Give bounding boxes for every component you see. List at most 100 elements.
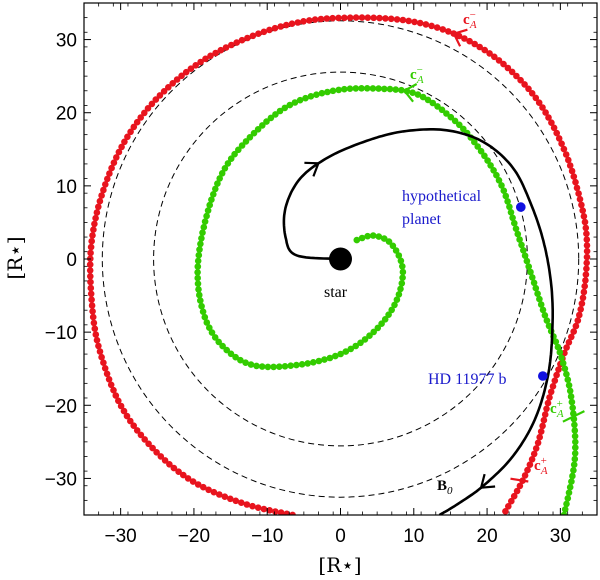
green-spiral-dot — [511, 219, 518, 227]
red-spiral-dot — [540, 416, 548, 424]
red-spiral-dot — [87, 290, 95, 298]
red-spiral-dot — [222, 44, 230, 51]
green-spiral-dot — [197, 240, 204, 248]
red-spiral-dot — [187, 65, 195, 72]
green-spiral-dot — [227, 350, 235, 358]
red-spiral-dot — [184, 475, 192, 482]
green-spiral-dot — [539, 306, 547, 314]
red-spiral-dot — [266, 507, 273, 514]
green-spiral-dot — [545, 322, 553, 330]
red-spiral-dot — [145, 440, 152, 448]
red-spiral-dot — [530, 450, 538, 458]
green-spiral-dot — [509, 214, 516, 222]
green-spiral-dot — [504, 198, 511, 205]
red-spiral-dot — [87, 273, 94, 280]
data-layer — [86, 14, 591, 515]
red-spiral-dot — [260, 28, 268, 36]
red-spiral-dot — [558, 140, 565, 147]
star-label: star — [324, 284, 348, 301]
red-spiral-dot — [576, 311, 583, 319]
red-spiral-dot — [141, 109, 148, 117]
green-spiral-dot — [393, 296, 401, 304]
red-spiral-dot — [570, 173, 578, 180]
red-spiral-dot — [553, 129, 560, 137]
red-spiral-dot — [169, 80, 176, 87]
red-spiral-dot — [88, 237, 95, 245]
annotation-layer: hypothetical planet HD 11977 b star B0 c… — [324, 9, 564, 497]
green-spiral-dot — [200, 223, 208, 231]
green-spiral-dot — [571, 421, 578, 429]
green-spiral-dot — [281, 363, 289, 370]
red-spiral-dot — [110, 386, 117, 394]
green-spiral-dot — [352, 85, 360, 92]
red-spiral-dot — [106, 170, 113, 177]
green-spiral-dot — [398, 280, 406, 287]
red-spiral-dot — [526, 461, 534, 469]
red-spiral-dot — [87, 243, 95, 251]
green-spiral-dot — [231, 150, 238, 158]
hd-planet-marker — [538, 371, 548, 381]
green-spiral-dot — [364, 232, 371, 240]
red-spiral-dot — [411, 18, 418, 26]
green-spiral-dot — [215, 338, 222, 346]
ca-minus-red-sub: A — [469, 19, 477, 31]
red-spiral-dot — [562, 151, 570, 158]
x-tick-label: −20 — [178, 526, 210, 547]
red-spiral-dot — [86, 267, 94, 274]
green-spiral-dot — [232, 353, 239, 361]
green-spiral-dot — [443, 110, 450, 117]
green-spiral-dot — [571, 450, 579, 457]
red-spiral-dot — [521, 81, 528, 88]
green-spiral-dot — [324, 88, 331, 96]
red-spiral-dot — [539, 104, 546, 111]
red-spiral-dot — [311, 16, 319, 23]
red-spiral-dot — [568, 167, 576, 175]
red-spiral-dot — [358, 14, 366, 21]
red-spiral-dot — [165, 84, 172, 91]
red-spiral-dot — [382, 15, 389, 22]
red-spiral-dot — [87, 278, 94, 286]
green-spiral-dot — [500, 187, 508, 194]
green-spiral-dot — [456, 121, 463, 129]
green-spiral-dot — [304, 360, 312, 367]
red-spiral-dot — [216, 491, 223, 498]
green-spiral-dot — [474, 143, 482, 150]
green-spiral-dot — [347, 345, 355, 353]
red-spiral-dot — [249, 32, 257, 40]
red-spiral-dot — [113, 154, 120, 161]
green-spiral-dot — [498, 182, 505, 189]
green-spiral-dot — [203, 319, 211, 326]
green-spiral-dot — [315, 357, 323, 365]
red-spiral-dot — [550, 124, 558, 132]
red-spiral-dot — [189, 478, 197, 485]
green-spiral-dot — [572, 438, 579, 446]
red-spiral-dot — [101, 365, 109, 372]
green-spiral-dot — [568, 398, 576, 406]
green-spiral-dot — [506, 203, 513, 211]
red-spiral-dot — [543, 405, 550, 413]
ca-minus-green-sup: − — [417, 64, 423, 76]
red-spiral-dot — [157, 453, 165, 460]
green-spiral-dot — [318, 89, 326, 97]
green-spiral-dot — [247, 361, 255, 368]
red-spiral-dot — [161, 457, 169, 464]
red-spiral-dot — [317, 15, 325, 23]
green-spiral-dot — [291, 99, 299, 106]
green-spiral-dot — [206, 324, 213, 332]
green-spiral-dot — [523, 257, 531, 265]
red-spiral-dot — [405, 17, 413, 25]
red-spiral-dot — [254, 504, 262, 512]
green-spiral-dot — [552, 338, 560, 346]
green-spiral-dot — [447, 113, 455, 121]
green-spiral-dot — [242, 138, 250, 145]
green-spiral-dot — [197, 297, 204, 304]
red-spiral-dot — [289, 511, 296, 515]
green-spiral-dot — [378, 320, 385, 328]
green-spiral-dot — [211, 334, 219, 341]
green-spiral-dot — [219, 342, 226, 350]
green-spiral-dot — [259, 122, 266, 129]
field-line-arrow-top — [304, 161, 320, 177]
red-spiral-dot — [170, 464, 178, 472]
red-spiral-dot — [260, 505, 268, 513]
red-spiral-dot — [243, 501, 251, 508]
